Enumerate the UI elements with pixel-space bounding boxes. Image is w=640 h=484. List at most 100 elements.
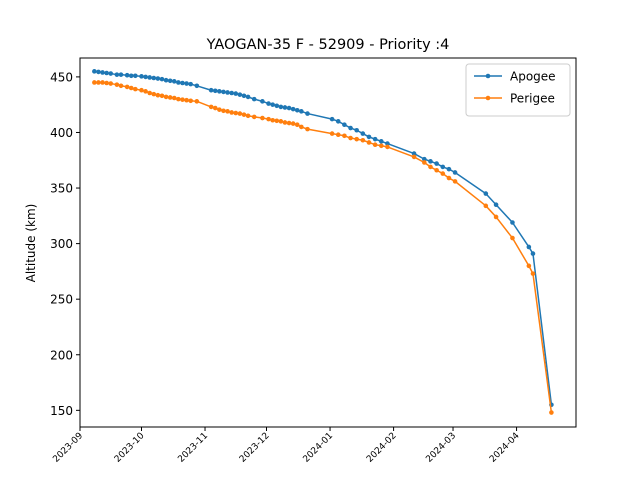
perigee-point — [114, 82, 120, 87]
apogee-point — [366, 134, 372, 140]
apogee-point — [510, 220, 515, 225]
apogee-point — [128, 73, 134, 79]
apogee-point — [124, 72, 130, 78]
apogee-point — [290, 106, 296, 112]
legend-box — [465, 63, 571, 117]
perigee-point — [184, 97, 189, 103]
perigee-point — [452, 179, 458, 184]
y-tick-label: 150 — [50, 404, 73, 418]
apogee-point — [360, 131, 366, 136]
apogee-point — [100, 70, 105, 75]
perigee-point — [108, 81, 114, 86]
perigee-point — [360, 137, 366, 143]
apogee-point — [92, 69, 97, 74]
apogee-point — [282, 105, 288, 110]
apogee-point — [118, 72, 124, 77]
apogee-point — [163, 77, 169, 83]
series-layer — [92, 69, 554, 415]
perigee-point — [104, 80, 109, 86]
legend-item-perigee: Perigee — [474, 92, 555, 106]
apogee-point — [96, 69, 101, 75]
perigee-point — [139, 87, 144, 93]
perigee-point — [549, 410, 554, 415]
apogee-point — [194, 83, 200, 89]
apogee-point — [212, 88, 218, 94]
perigee-point — [133, 86, 138, 92]
perigee-point — [163, 94, 169, 100]
perigee-point — [342, 133, 347, 139]
apogee-point — [305, 111, 310, 116]
perigee-point — [128, 85, 134, 91]
apogee-point — [378, 139, 384, 144]
legend-marker-apogee — [485, 73, 491, 79]
apogee-point — [233, 91, 239, 96]
legend-label-apogee: Apogee — [510, 70, 556, 84]
perigee-point — [299, 124, 304, 130]
perigee-point — [274, 118, 280, 124]
perigee-point — [266, 116, 271, 122]
apogee-point — [372, 136, 378, 142]
perigee-point — [171, 95, 177, 101]
perigee-point — [329, 131, 335, 136]
perigee-point — [221, 108, 226, 114]
apogee-point — [188, 81, 193, 87]
perigee-point — [96, 80, 101, 85]
perigee-point — [194, 99, 200, 104]
perigee-point — [411, 154, 417, 160]
perigee-point — [526, 263, 532, 269]
apogee-point — [167, 78, 173, 84]
perigee-point — [483, 203, 489, 209]
perigee-point — [434, 167, 439, 173]
y-tick-label: 250 — [50, 293, 73, 307]
perigee-point — [124, 84, 130, 90]
perigee-point — [348, 135, 353, 141]
perigee-point — [260, 115, 265, 121]
apogee-point — [104, 70, 109, 76]
perigee-point — [270, 117, 275, 123]
apogee-point — [354, 127, 359, 133]
apogee-point — [151, 75, 157, 81]
apogee-point — [422, 156, 427, 162]
perigee-point — [282, 120, 288, 125]
apogee-point — [270, 102, 275, 107]
perigee-point — [245, 113, 251, 119]
perigee-point — [208, 104, 214, 110]
perigee-point — [290, 121, 296, 126]
apogee-point — [251, 96, 257, 102]
perigee-point — [217, 107, 222, 112]
apogee-point — [493, 202, 499, 208]
apogee-point — [446, 166, 452, 172]
apogee-point — [483, 191, 489, 196]
perigee-point — [335, 132, 341, 137]
apogee-point — [440, 164, 446, 170]
apogee-point — [241, 93, 247, 99]
perigee-point — [167, 95, 173, 100]
apogee-point — [335, 119, 341, 124]
apogee-point — [237, 92, 243, 97]
perigee-point — [510, 235, 515, 241]
perigee-point — [278, 119, 284, 124]
apogee-point — [108, 71, 114, 76]
apogee-point — [348, 125, 353, 131]
perigee-point — [446, 175, 452, 181]
perigee-point — [143, 89, 148, 94]
perigee-point — [440, 171, 446, 176]
apogee-point — [526, 244, 532, 250]
apogee-point — [286, 105, 292, 111]
apogee-point — [176, 80, 181, 85]
perigee-point — [428, 164, 433, 170]
apogee-point — [299, 109, 304, 114]
y-tick-label: 300 — [50, 237, 73, 251]
perigee-point — [294, 122, 300, 127]
apogee-point — [180, 80, 185, 86]
perigee-point — [237, 111, 243, 116]
y-tick-label: 200 — [50, 348, 73, 362]
y-axis-label: Altitude (km) — [24, 204, 38, 283]
apogee-point — [342, 122, 347, 127]
apogee-point — [208, 87, 214, 93]
apogee-point — [114, 72, 120, 77]
legend-label-perigee: Perigee — [510, 92, 555, 106]
series-apogee — [92, 69, 554, 408]
chart-title: YAOGAN-35 F - 52909 - Priority :4 — [206, 37, 450, 53]
